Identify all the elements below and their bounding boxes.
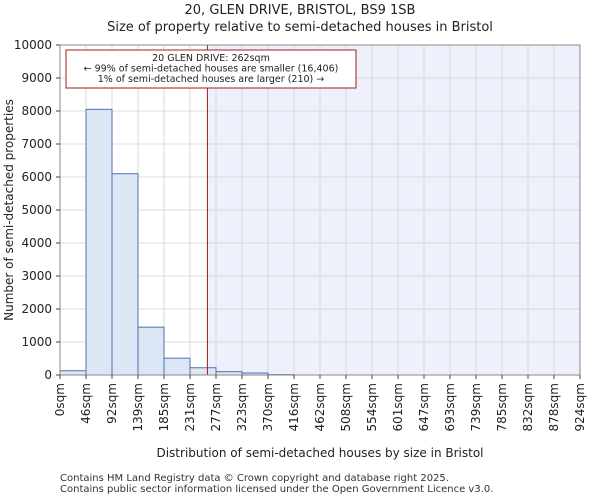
x-tick-label: 231sqm [183,383,197,431]
histogram-bar [163,357,191,376]
histogram-bar [137,326,165,376]
histogram-bar [189,367,217,376]
x-tick-label: 508sqm [339,383,353,431]
y-tick-label: 6000 [21,170,52,184]
chart-title-block: 20, GLEN DRIVE, BRISTOL, BS9 1SB Size of… [0,2,600,36]
histogram-bar [85,108,113,376]
x-tick-label: 601sqm [391,383,405,431]
x-tick-label: 462sqm [313,383,327,431]
x-tick-label: 46sqm [79,383,93,424]
x-tick-label: 277sqm [209,383,223,431]
x-tick-label: 693sqm [443,383,457,431]
footer-line-2: Contains public sector information licen… [60,484,494,495]
x-tick-label: 878sqm [547,383,561,431]
x-tick-label: 832sqm [521,383,535,431]
y-tick-label: 2000 [21,302,52,316]
annotation-line: 1% of semi-detached houses are larger (2… [98,74,325,85]
x-tick-label: 785sqm [495,383,509,431]
y-tick-label: 8000 [21,104,52,118]
y-tick-label: 10000 [14,38,52,52]
annotation-line: ← 99% of semi-detached houses are smalle… [84,64,339,75]
y-tick-label: 3000 [21,269,52,283]
histogram-chart: 0 1000 2000 3000 4000 5000 6000 7000 8000 9000 100… [2,38,587,460]
x-tick-label: 739sqm [469,383,483,431]
chart-subtitle: Size of property relative to semi-detach… [107,20,493,35]
x-tick-label: 92sqm [105,383,119,424]
annotation-box [65,49,357,89]
x-tick-label: 554sqm [365,383,379,431]
y-tick-label: 9000 [21,71,52,85]
y-tick-label: 1000 [21,335,52,349]
x-tick-label: 0sqm [53,383,67,416]
chart-title: 20, GLEN DRIVE, BRISTOL, BS9 1SB [184,3,416,18]
x-tick-label: 924sqm [573,383,587,431]
x-tick-label: 647sqm [417,383,431,431]
x-tick-label: 416sqm [287,383,301,431]
x-tick-label: 185sqm [157,383,171,431]
histogram-bar [111,173,139,376]
footer-line-1: Contains HM Land Registry data © Crown c… [60,473,449,484]
y-tick-label: 5000 [21,203,52,217]
y-axis-label: Number of semi-detached properties [2,99,16,321]
y-tick-label: 4000 [21,236,52,250]
x-tick-label: 370sqm [261,383,275,431]
x-tick-label: 323sqm [235,383,249,431]
x-axis-label: Distribution of semi-detached houses by … [156,446,483,460]
footer-attribution: Contains HM Land Registry data © Crown c… [60,473,493,495]
y-tick-label: 0 [44,368,52,382]
y-tick-label: 7000 [21,137,52,151]
annotation-line: 20 GLEN DRIVE: 262sqm [152,53,270,64]
x-tick-label: 139sqm [131,383,145,431]
histogram-bar [59,370,87,376]
